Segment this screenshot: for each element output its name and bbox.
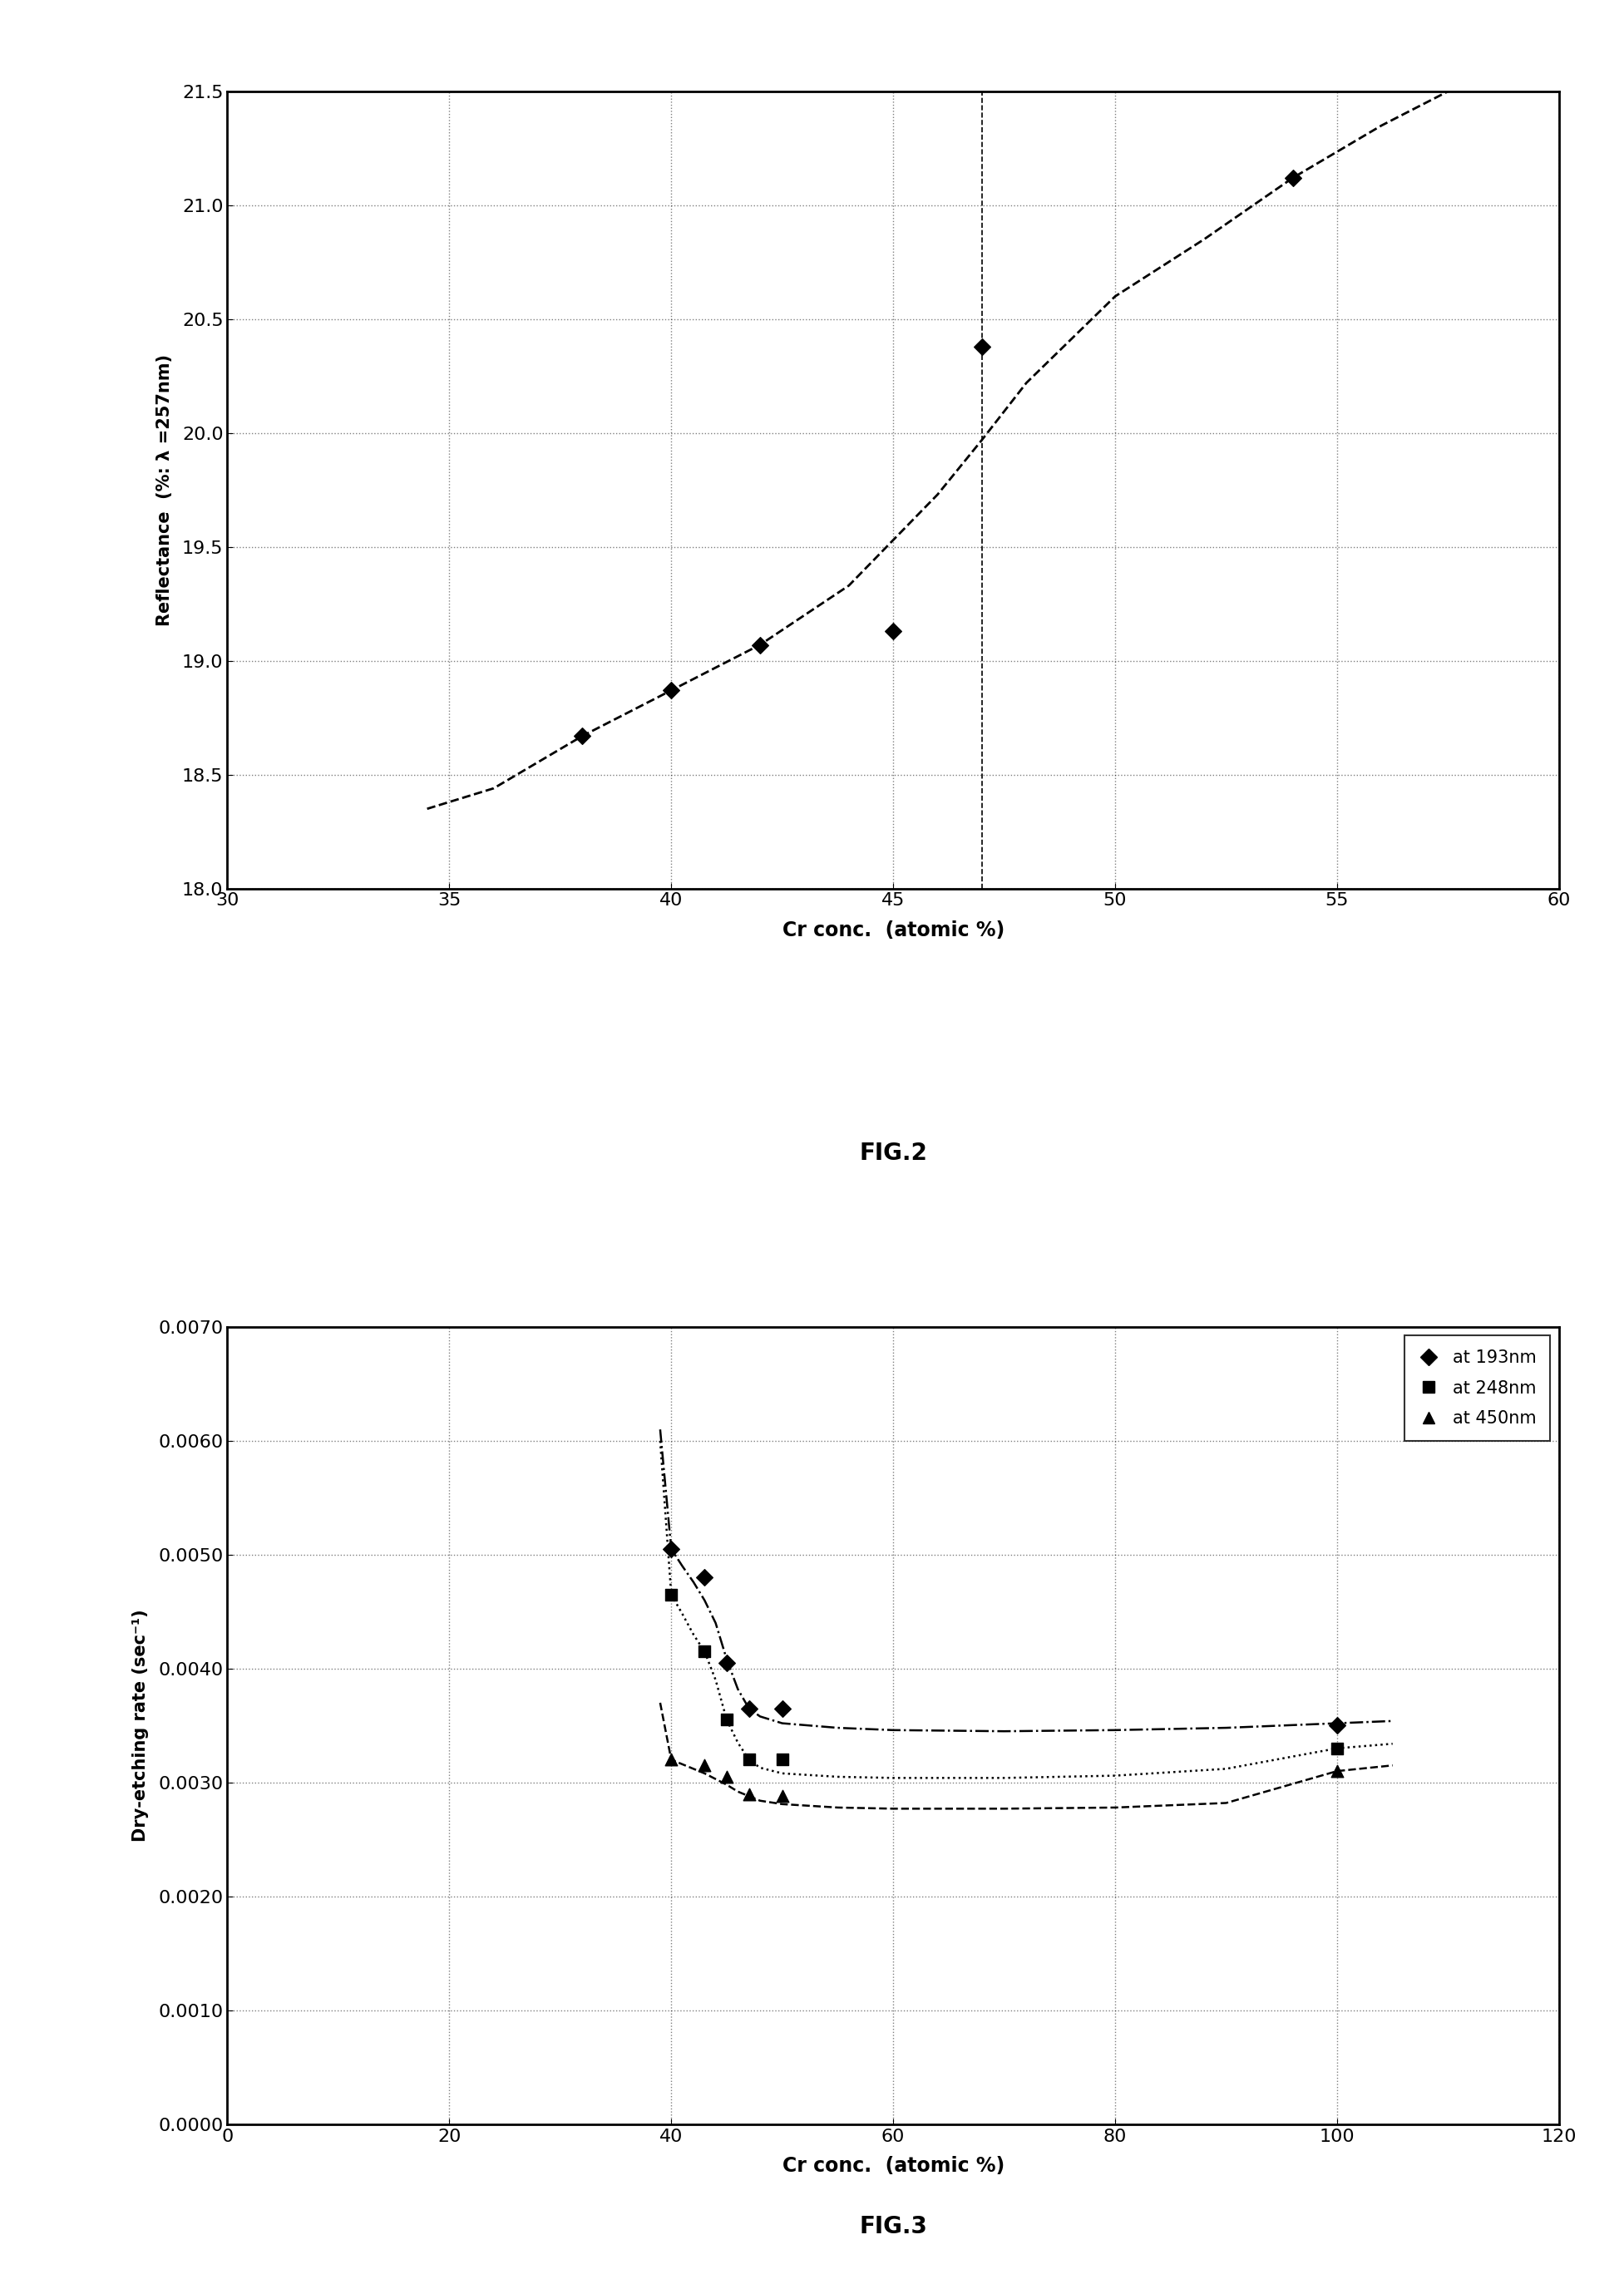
Text: FIG.2: FIG.2: [859, 1142, 927, 1165]
Point: [770, 1777, 796, 1813]
X-axis label: Cr conc.  (atomic %): Cr conc. (atomic %): [783, 920, 1004, 941]
Point: [770, 1740, 796, 1777]
Point: [1324, 1752, 1350, 1788]
Point: [1324, 1706, 1350, 1743]
Legend: at 193nm, at 248nm, at 450nm: at 193nm, at 248nm, at 450nm: [1405, 1336, 1551, 1441]
Point: [736, 1740, 762, 1777]
Point: [880, 612, 906, 649]
Point: [970, 329, 996, 365]
Point: [658, 1576, 684, 1613]
Point: [1324, 1729, 1350, 1766]
Point: [658, 1530, 684, 1567]
Point: [658, 1740, 684, 1777]
Point: [715, 1702, 741, 1738]
Point: [736, 1775, 762, 1811]
Point: [747, 626, 773, 662]
X-axis label: Cr conc.  (atomic %): Cr conc. (atomic %): [783, 2156, 1004, 2177]
Y-axis label: Dry-etching rate (sec⁻¹): Dry-etching rate (sec⁻¹): [133, 1610, 149, 1841]
Point: [692, 1560, 718, 1597]
Text: FIG.3: FIG.3: [859, 2215, 927, 2238]
Point: [715, 1759, 741, 1795]
Point: [692, 1747, 718, 1784]
Y-axis label: Reflectance  (%: λ =257nm): Reflectance (%: λ =257nm): [156, 354, 172, 626]
Point: [715, 1644, 741, 1681]
Point: [770, 1690, 796, 1727]
Point: [570, 717, 596, 754]
Point: [736, 1690, 762, 1727]
Point: [1280, 160, 1306, 196]
Point: [658, 671, 684, 708]
Point: [692, 1633, 718, 1670]
